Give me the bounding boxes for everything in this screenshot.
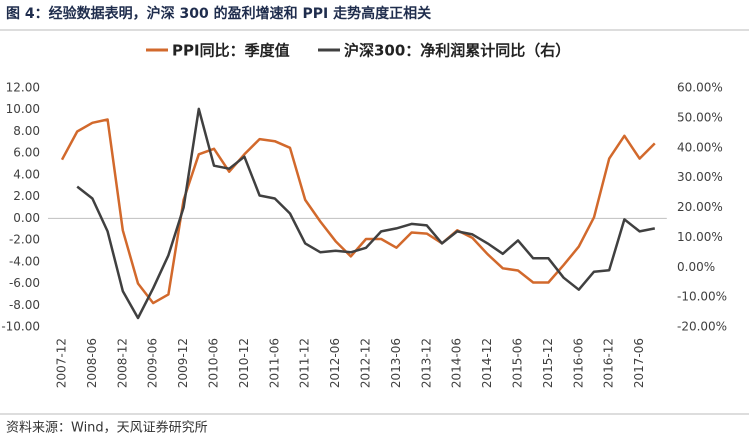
y2-tick-label: -20.00% bbox=[677, 320, 727, 334]
y2-tick-label: 20.00% bbox=[677, 200, 723, 214]
y2-tick-label: 60.00% bbox=[677, 81, 723, 95]
y2-tick-label: -10.00% bbox=[677, 290, 727, 304]
x-tick-label: 2010-12 bbox=[237, 338, 251, 388]
x-tick-label: 2009-12 bbox=[176, 338, 190, 388]
x-tick-label: 2008-12 bbox=[115, 338, 129, 388]
y-tick-label: 0.00 bbox=[13, 211, 40, 225]
y-tick-label: -8.00 bbox=[9, 298, 40, 312]
x-tick-label: 2011-06 bbox=[267, 338, 281, 388]
source: 资料来源：Wind，天风证券研究所 bbox=[6, 420, 208, 436]
y-tick-label: -6.00 bbox=[9, 276, 40, 290]
x-tick-label: 2013-12 bbox=[419, 338, 433, 388]
x-tick-label: 2008-06 bbox=[85, 338, 99, 388]
x-tick-label: 2012-06 bbox=[328, 338, 342, 388]
legend-label: 沪深300：净利润累计同比（右） bbox=[344, 42, 570, 60]
x-tick-label: 2013-06 bbox=[389, 338, 403, 388]
y2-tick-label: 0.00% bbox=[677, 260, 715, 274]
y-tick-label: 10.00 bbox=[6, 102, 40, 116]
x-tick-label: 2017-06 bbox=[632, 338, 646, 388]
x-tick-label: 2014-12 bbox=[480, 338, 494, 388]
x-tick-label: 2015-12 bbox=[541, 338, 555, 388]
x-tick-label: 2014-06 bbox=[450, 338, 464, 388]
legend-label: PPI同比：季度值 bbox=[172, 42, 290, 60]
y2-tick-label: 10.00% bbox=[677, 230, 723, 244]
y-tick-label: -10.00 bbox=[1, 320, 40, 334]
y-tick-label: -4.00 bbox=[9, 254, 40, 268]
y-tick-label: -2.00 bbox=[9, 233, 40, 247]
x-tick-label: 2016-12 bbox=[602, 338, 616, 388]
x-tick-label: 2011-12 bbox=[298, 338, 312, 388]
x-tick-label: 2016-06 bbox=[571, 338, 585, 388]
x-tick-label: 2009-06 bbox=[146, 338, 160, 388]
legend: PPI同比：季度值 沪深300：净利润累计同比（右） bbox=[146, 42, 570, 60]
x-tick-label: 2012-12 bbox=[359, 338, 373, 388]
x-tick-label: 2010-06 bbox=[207, 338, 221, 388]
y-tick-label: 4.00 bbox=[13, 167, 40, 181]
y2-tick-label: 50.00% bbox=[677, 110, 723, 124]
y-tick-label: 8.00 bbox=[13, 124, 40, 138]
x-tick-label: 2007-12 bbox=[55, 338, 69, 388]
y2-tick-label: 30.00% bbox=[677, 170, 723, 184]
y-tick-label: 12.00 bbox=[6, 81, 40, 95]
y2-tick-label: 40.00% bbox=[677, 140, 723, 154]
y-tick-label: 2.00 bbox=[13, 189, 40, 203]
y-tick-label: 6.00 bbox=[13, 146, 40, 160]
x-tick-label: 2015-06 bbox=[511, 338, 525, 388]
series-line bbox=[76, 107, 656, 320]
series-line bbox=[60, 118, 656, 305]
page-title: 图 4：经验数据表明，沪深 300 的盈利增速和 PPI 走势高度正相关 bbox=[6, 5, 431, 22]
